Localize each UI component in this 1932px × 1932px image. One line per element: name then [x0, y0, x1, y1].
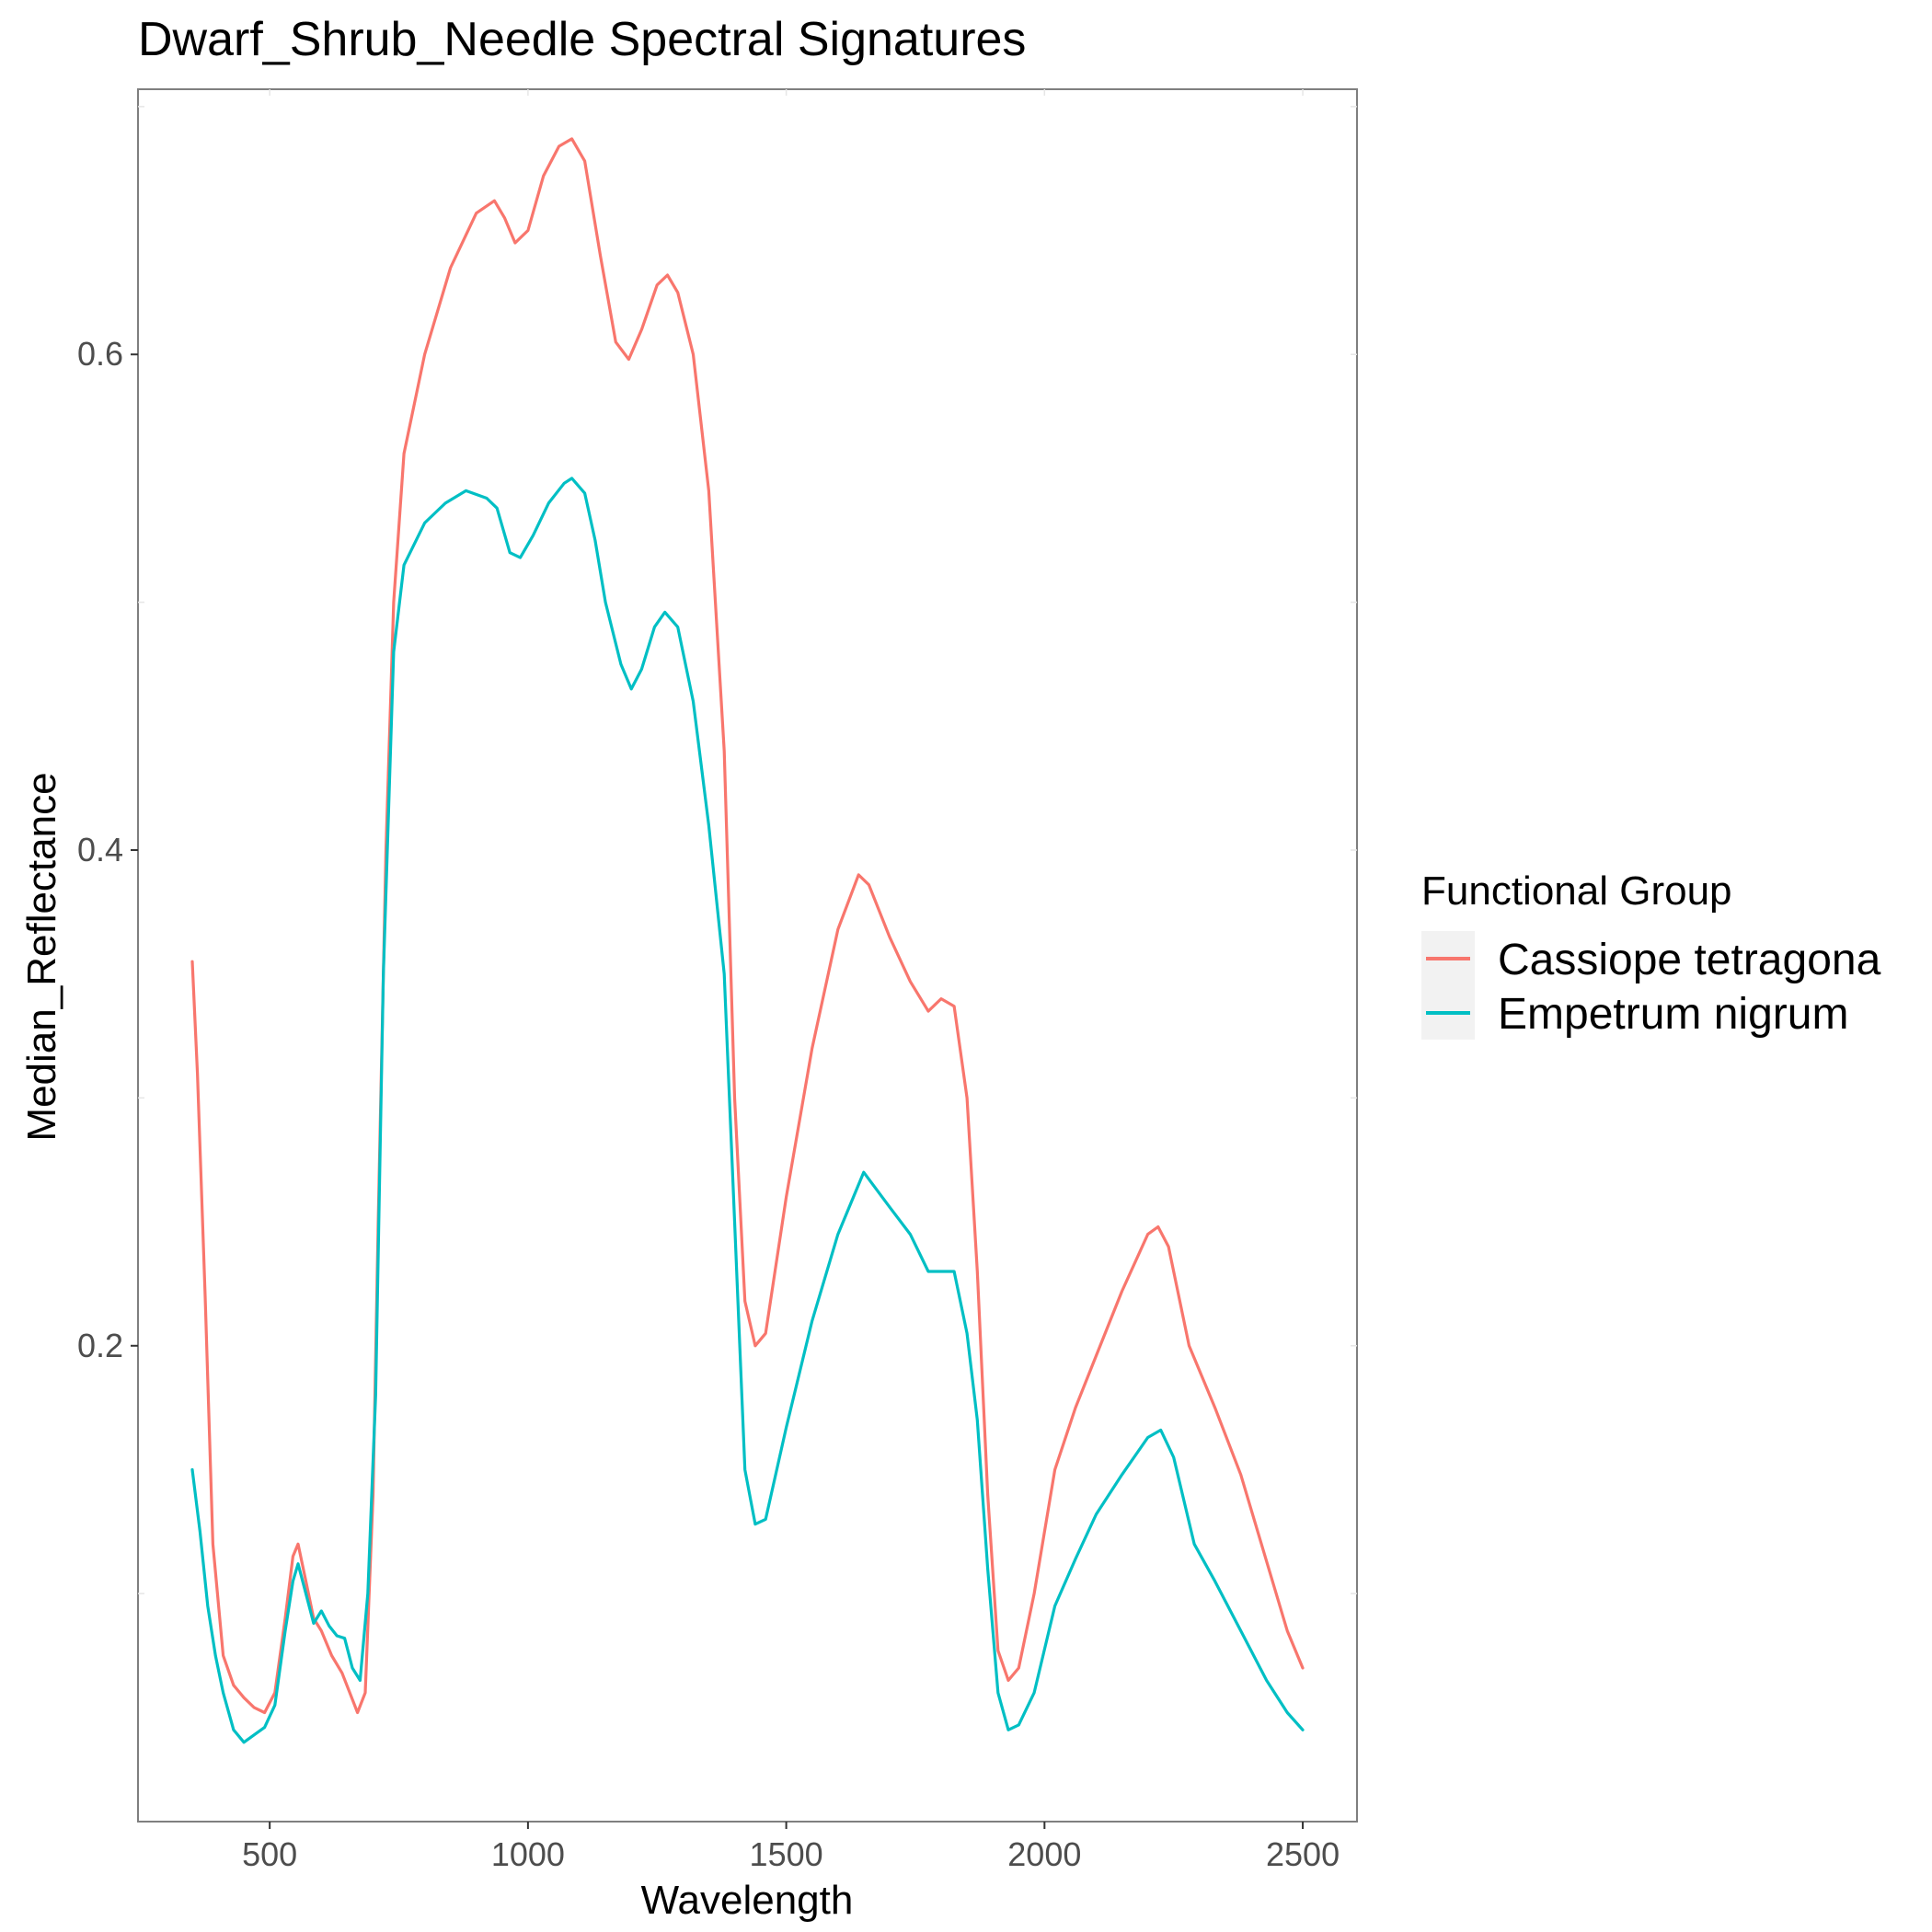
- y-tick-label: 0.2: [77, 1327, 123, 1364]
- x-tick-label: 1500: [750, 1835, 823, 1873]
- legend-label-cassiope-tetragona: Cassiope tetragona: [1498, 936, 1881, 984]
- x-tick-label: 500: [242, 1835, 297, 1873]
- series-layer: [190, 137, 1305, 1744]
- chart-title: Dwarf_Shrub_Needle Spectral Signatures: [138, 13, 1026, 66]
- y-tick-labels: 0.2 0.4 0.6: [77, 335, 123, 1364]
- x-tick-label: 1000: [491, 1835, 565, 1873]
- x-axis-title: Wavelength: [641, 1878, 854, 1923]
- x-tick-labels: 500 1000 1500 2000 2500: [242, 1835, 1340, 1873]
- y-tick-label: 0.6: [77, 335, 123, 373]
- plot-panel: [137, 88, 1358, 1823]
- legend-key-background: [1421, 931, 1475, 1040]
- y-tick-label: 0.4: [77, 831, 123, 868]
- series-line-cassiope-tetragona: [190, 137, 1305, 1715]
- x-tick-label: 2500: [1266, 1835, 1340, 1873]
- series-line-empetrum-nigrum: [190, 477, 1305, 1744]
- y-axis-title: Median_Reflectance: [19, 772, 64, 1141]
- tick-layer: [131, 89, 1357, 1829]
- x-tick-label: 2000: [1007, 1835, 1081, 1873]
- legend: Functional Group Cassiope tetragona Empe…: [1421, 868, 1881, 1040]
- legend-title: Functional Group: [1421, 868, 1732, 914]
- legend-label-empetrum-nigrum: Empetrum nigrum: [1498, 990, 1848, 1039]
